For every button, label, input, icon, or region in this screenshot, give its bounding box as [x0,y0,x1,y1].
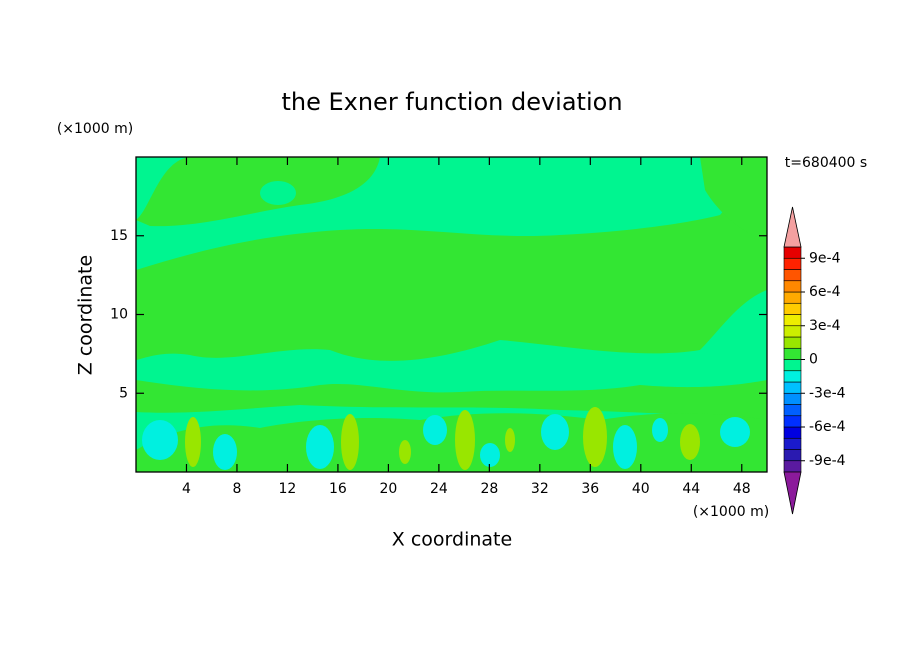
colorbar-band [783,314,802,327]
contour-region [720,417,750,447]
colorbar-band [783,280,802,293]
contour-region [541,414,569,450]
y-axis-label: Z coordinate [75,255,97,375]
contour-region [142,420,178,460]
colorbar-under [783,471,802,515]
colorbar-band [783,437,802,450]
colorbar-band [783,269,802,282]
x-tick-label: 32 [531,481,549,497]
contour-region [136,413,767,472]
x-tick-label: 36 [581,481,599,497]
contour-region [185,417,201,467]
contour-region [260,181,296,205]
contour-field [136,157,767,472]
x-tick-label: 20 [379,481,397,497]
colorbar-tick-label: -9e-4 [809,453,846,469]
y-tick-label: 15 [110,228,128,244]
colorbar-tick-label: 6e-4 [809,284,841,300]
colorbar-band [783,460,802,473]
colorbar-band [783,325,802,338]
y-unit: (×1000 m) [57,121,133,137]
colorbar-band [783,336,802,349]
x-tick-label: 44 [682,481,700,497]
contour-region [136,160,767,361]
contour-region [583,407,607,467]
x-tick-label: 48 [733,481,751,497]
x-tick-label: 4 [182,481,191,497]
contour-region [213,434,237,470]
chart-title: the Exner function deviation [281,88,622,116]
colorbar-tick-label: 3e-4 [809,318,841,334]
colorbar-band [783,370,802,383]
contour-region [505,428,515,452]
colorbar-over [783,206,802,248]
x-tick-label: 24 [430,481,448,497]
colorbar-band [783,291,802,304]
colorbar-band [783,302,802,315]
colorbar-band [783,415,802,428]
colorbar-tick-label: -6e-4 [809,419,846,435]
contour-region [341,414,359,470]
contour-region [136,157,380,227]
contour-region [455,410,475,470]
contour-region [680,424,700,460]
contour-region [613,425,637,469]
colorbar-band [783,392,802,405]
x-tick-label: 12 [279,481,297,497]
colorbar-band [783,246,802,259]
y-tick-label: 5 [119,385,128,401]
contour-region [480,443,500,467]
contour-region [700,157,767,240]
colorbar-band [783,359,802,372]
contour-region [541,202,569,222]
colorbar-band [783,404,802,417]
colorbar-tick-label: -3e-4 [809,385,846,401]
colorbar-tick-label: 0 [809,352,818,368]
colorbar-band [783,449,802,462]
x-unit: (×1000 m) [693,504,769,520]
contour-region [399,440,411,464]
colorbar-tick-label: 9e-4 [809,250,841,266]
x-tick-label: 16 [329,481,347,497]
colorbar-band [783,426,802,439]
time-label: t=680400 s [785,155,867,171]
x-axis-label: X coordinate [392,529,512,551]
x-tick-label: 40 [632,481,650,497]
x-tick-label: 28 [480,481,498,497]
x-tick-label: 8 [232,481,241,497]
contour-region [453,207,467,217]
contour-region [652,418,668,442]
colorbar-band [783,381,802,394]
contour-region [136,380,767,420]
contour-region [423,415,447,445]
colorbar-band [783,257,802,270]
colorbar-band [783,347,802,360]
contour-region [306,425,334,469]
y-tick-label: 10 [110,307,128,323]
